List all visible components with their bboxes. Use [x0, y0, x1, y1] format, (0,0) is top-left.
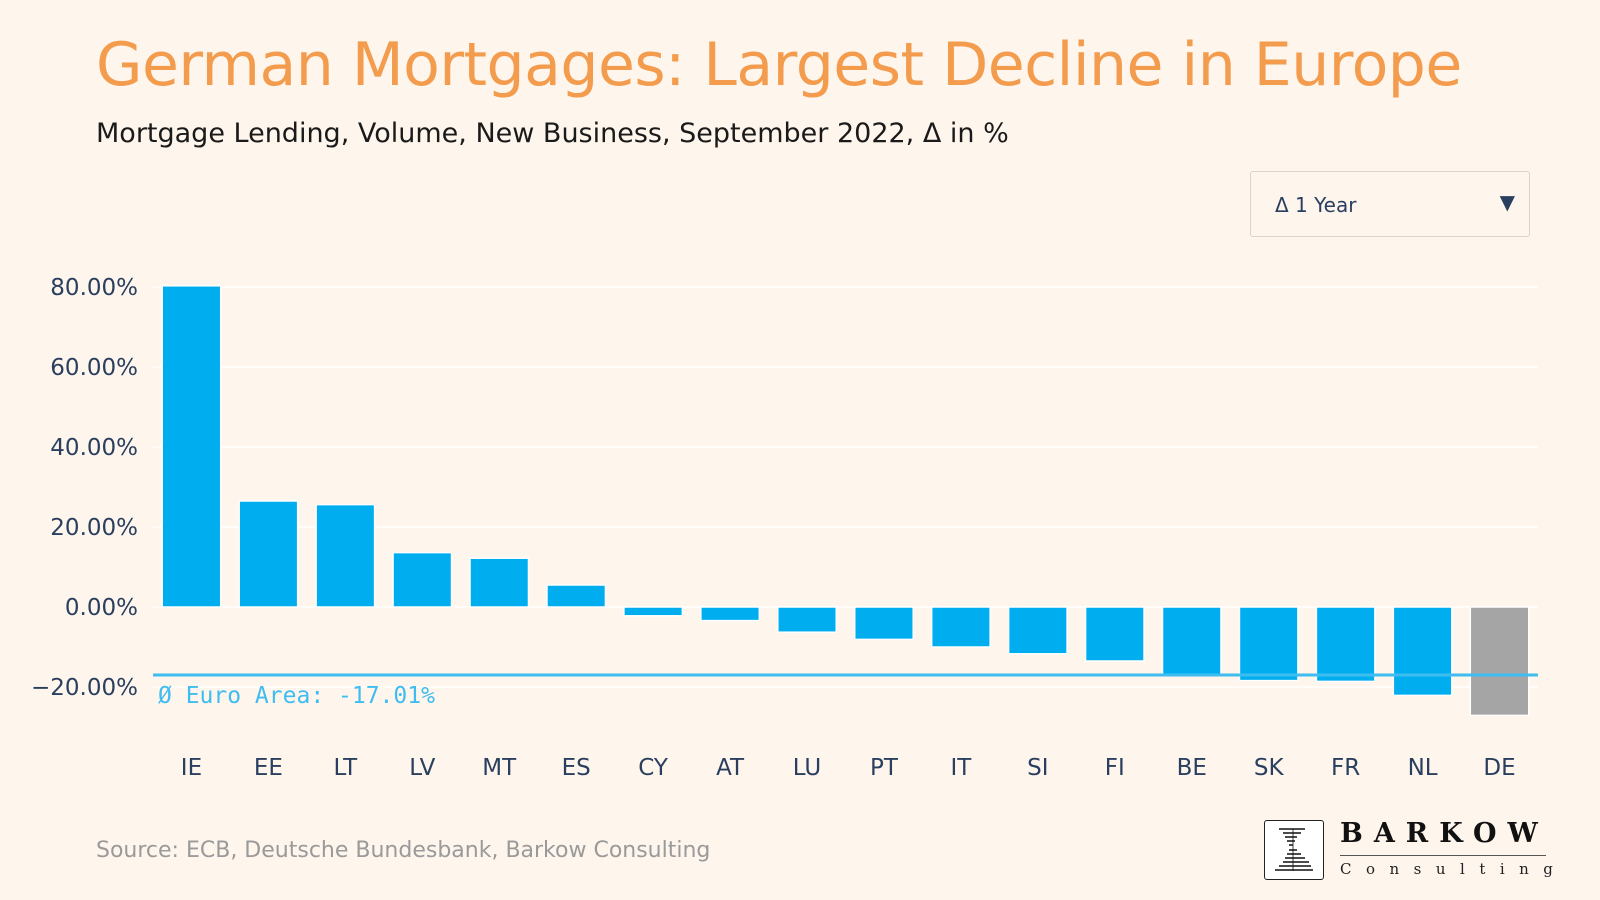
bar-lv — [392, 551, 453, 608]
x-tick-label: IT — [950, 755, 972, 781]
bar-at — [700, 606, 761, 622]
source-note: Source: ECB, Deutsche Bundesbank, Barkow… — [96, 838, 711, 863]
x-tick-label: FR — [1331, 755, 1360, 781]
caret-down-icon: ▼ — [1499, 190, 1515, 214]
bar-es — [546, 584, 607, 608]
x-tick-label: FI — [1105, 755, 1125, 781]
bar-sk — [1238, 606, 1299, 682]
x-tick-label: EE — [254, 755, 283, 781]
x-tick-label: SK — [1254, 755, 1285, 781]
x-tick-label: LV — [409, 755, 435, 781]
y-tick-label: 40.00% — [50, 435, 138, 461]
chart-subtitle: Mortgage Lending, Volume, New Business, … — [96, 118, 1009, 149]
x-tick-label: IE — [181, 755, 202, 781]
x-tick-label: CY — [638, 755, 669, 781]
y-tick-label: 0.00% — [65, 595, 138, 621]
y-tick-label: 80.00% — [50, 275, 138, 301]
logo-subtitle: Consulting — [1340, 860, 1568, 878]
bar-ie — [161, 285, 222, 608]
period-dropdown-value: Δ 1 Year — [1275, 193, 1357, 217]
x-tick-label: LT — [334, 755, 359, 781]
bar-it — [930, 606, 991, 648]
bar-lu — [777, 606, 838, 633]
bar-fr — [1315, 606, 1376, 683]
bar-si — [1007, 606, 1068, 655]
y-tick-label: −20.00% — [31, 675, 138, 701]
bar-cy — [623, 606, 684, 617]
bar-chart: 80.00% 60.00% 40.00% 20.00% 0.00% −20.00% IE EE… — [31, 275, 1538, 781]
chart-title: German Mortgages: Largest Decline in Eur… — [96, 30, 1462, 100]
x-tick-label: PT — [870, 755, 899, 781]
bar-lt — [315, 503, 376, 608]
period-dropdown[interactable]: Δ 1 Year ▼ — [1250, 171, 1530, 237]
y-tick-label: 20.00% — [50, 515, 138, 541]
bar-nl — [1392, 606, 1453, 697]
barkow-logo-icon — [1264, 820, 1324, 880]
x-tick-label: MT — [482, 755, 517, 781]
x-tick-label: DE — [1483, 755, 1515, 781]
bar-pt — [853, 606, 914, 641]
y-tick-label: 60.00% — [50, 355, 138, 381]
logo-divider — [1340, 855, 1546, 856]
x-tick-label: NL — [1408, 755, 1438, 781]
bar-de — [1469, 606, 1530, 717]
euro-area-average-label: Ø Euro Area: -17.01% — [158, 683, 435, 709]
bar-ee — [238, 500, 299, 608]
barkow-logo: BARKOW Consulting — [1264, 818, 1553, 882]
x-tick-label: AT — [716, 755, 745, 781]
x-tick-label: BE — [1177, 755, 1207, 781]
x-tick-label: SI — [1027, 755, 1048, 781]
logo-wordmark: BARKOW — [1340, 818, 1549, 849]
x-tick-label: LU — [793, 755, 822, 781]
bar-mt — [469, 557, 530, 608]
x-tick-label: ES — [562, 755, 591, 781]
bar-fi — [1084, 606, 1145, 662]
bar-be — [1161, 606, 1222, 676]
